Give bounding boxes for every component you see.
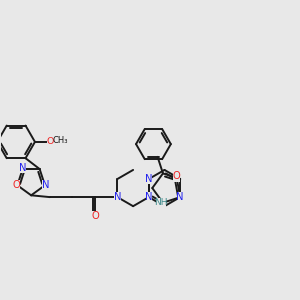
Bar xyxy=(14,180,20,190)
Bar xyxy=(92,211,98,221)
Text: O: O xyxy=(173,172,180,182)
Text: NH: NH xyxy=(154,198,168,207)
Bar xyxy=(47,137,53,147)
Text: O: O xyxy=(46,137,54,146)
Text: N: N xyxy=(145,174,153,184)
Text: O: O xyxy=(91,211,99,221)
Text: N: N xyxy=(145,192,153,202)
Text: N: N xyxy=(42,180,50,190)
Text: N: N xyxy=(19,164,26,173)
Text: CH₃: CH₃ xyxy=(52,136,68,145)
Bar xyxy=(146,174,152,184)
Bar xyxy=(42,180,49,190)
Bar xyxy=(114,192,121,202)
Bar xyxy=(20,163,26,173)
Text: N: N xyxy=(176,192,184,202)
Bar xyxy=(177,192,184,202)
Bar xyxy=(156,198,166,208)
Text: N: N xyxy=(114,192,121,202)
Text: O: O xyxy=(13,180,20,190)
Bar xyxy=(173,171,180,182)
Bar xyxy=(146,192,152,202)
